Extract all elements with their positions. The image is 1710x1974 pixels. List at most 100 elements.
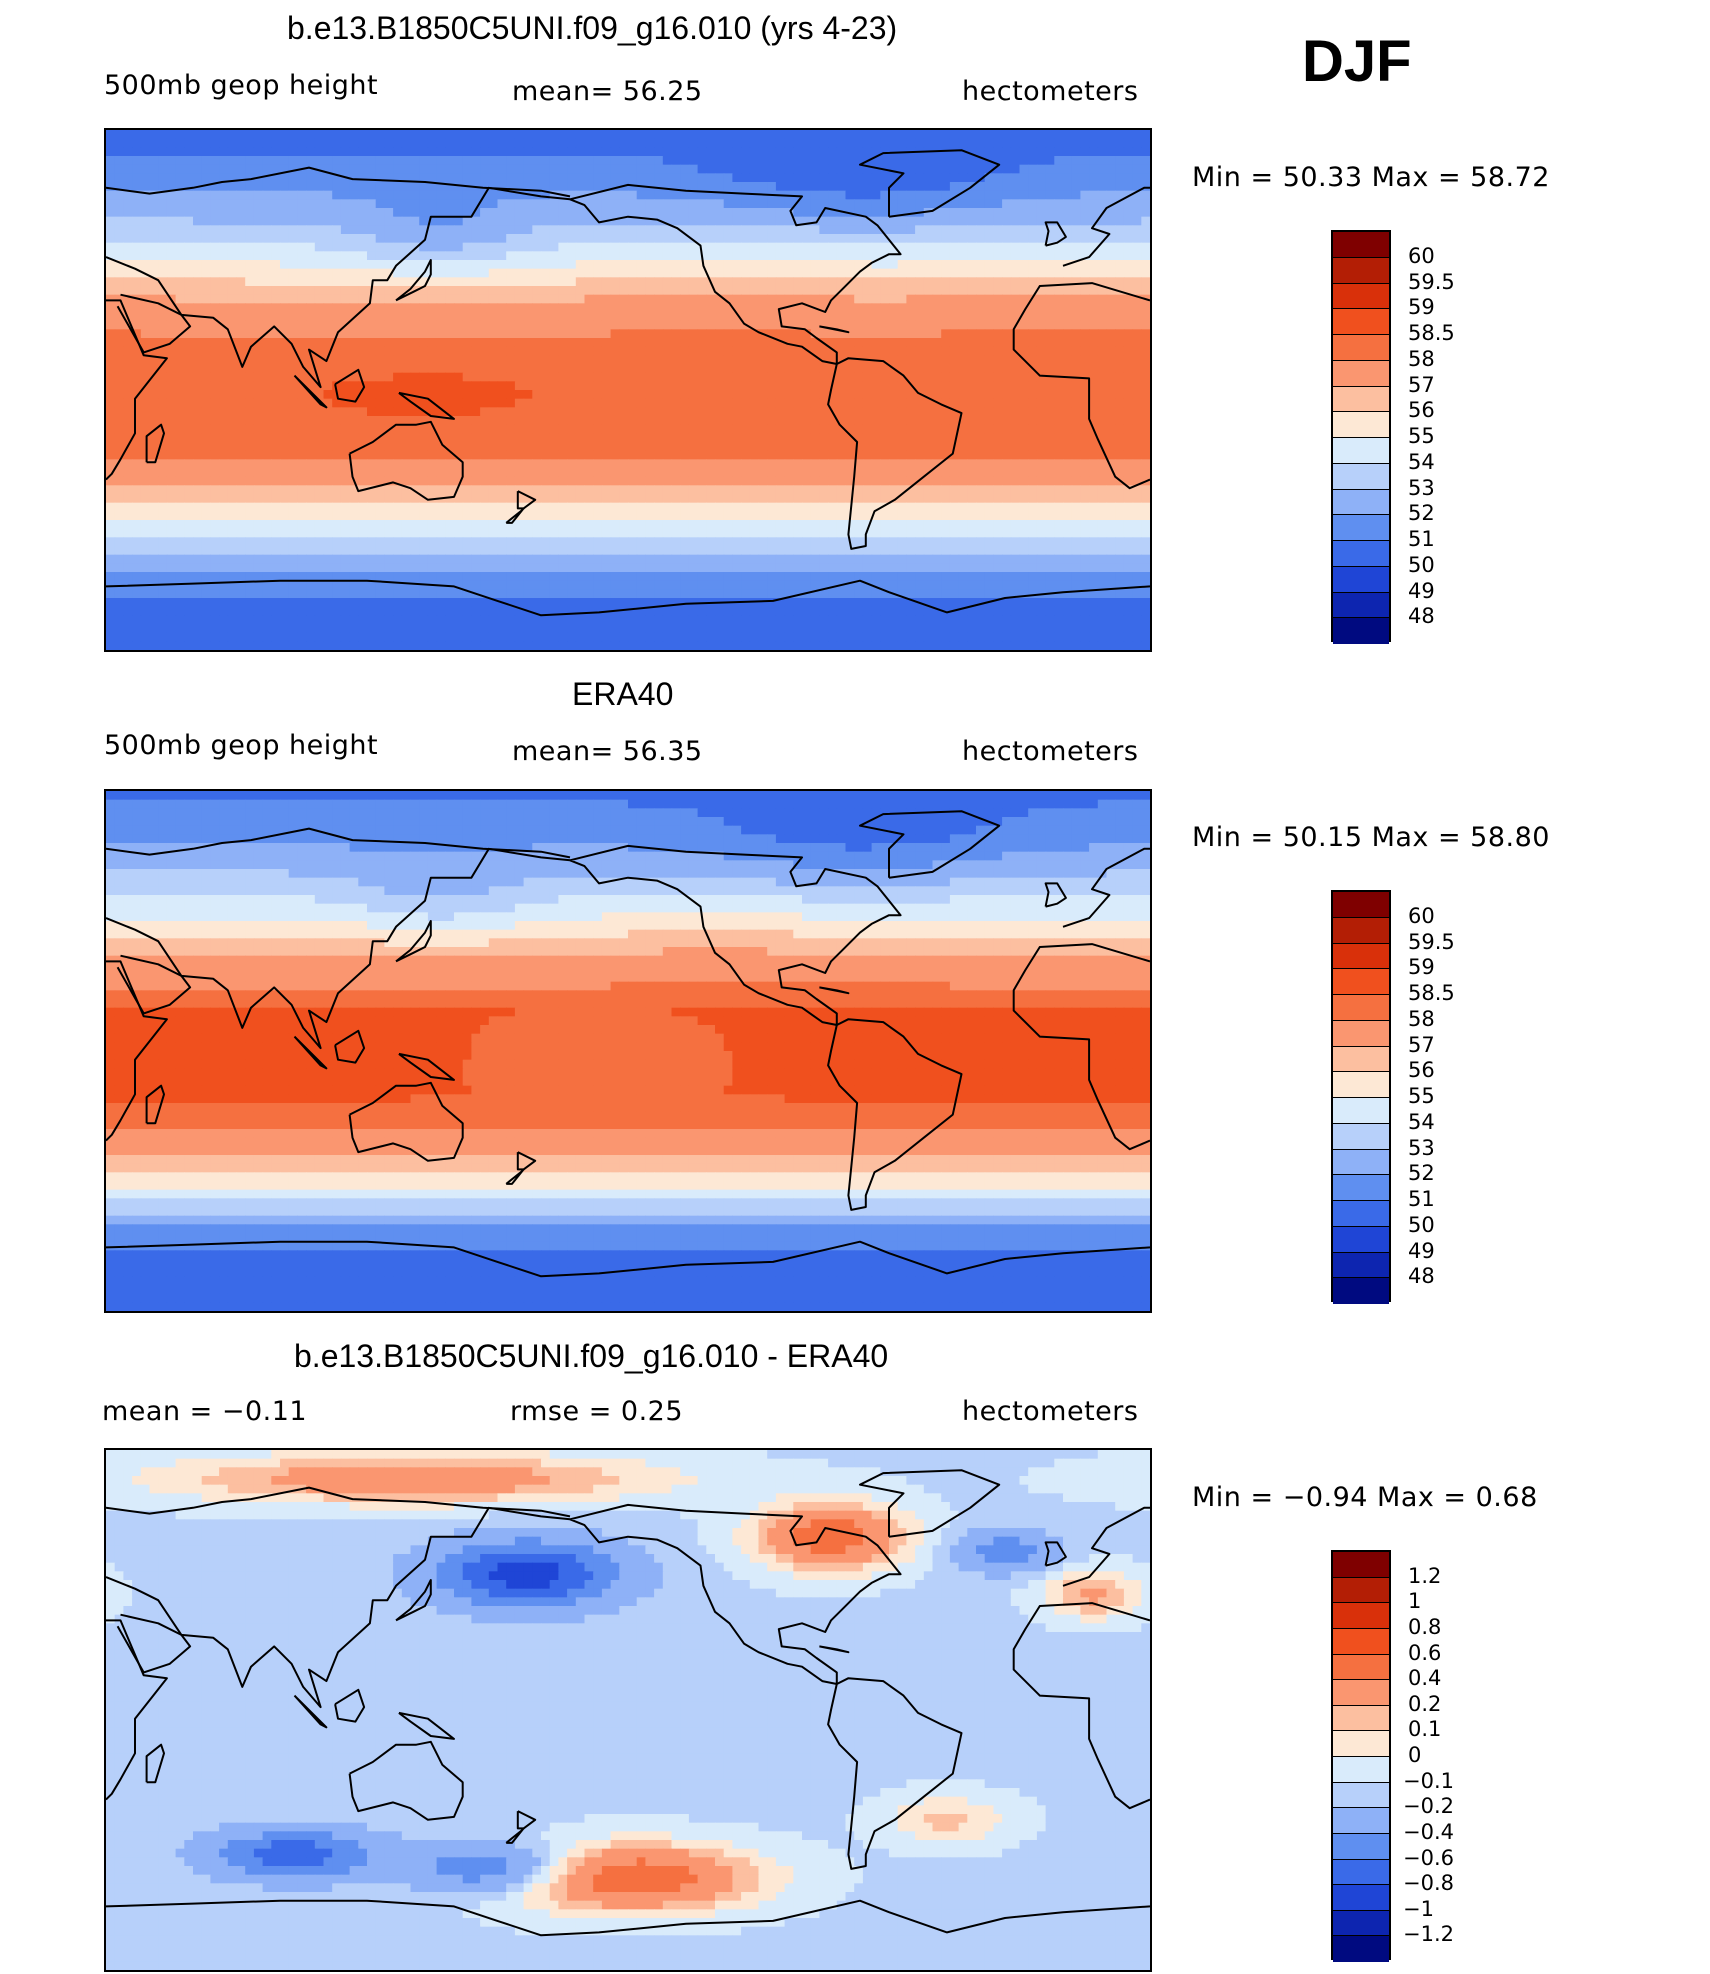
field-cell xyxy=(1080,147,1090,157)
field-cell xyxy=(593,268,603,278)
field-cell xyxy=(628,372,638,382)
field-cell xyxy=(1045,294,1055,304)
field-cell xyxy=(1123,234,1134,244)
field-cell xyxy=(871,372,881,382)
field-cell xyxy=(367,442,377,452)
field-cell xyxy=(219,268,229,278)
field-cell xyxy=(1002,277,1012,287)
field-cell xyxy=(871,338,881,348)
field-cell xyxy=(810,355,820,365)
field-cell xyxy=(166,346,177,356)
field-cell xyxy=(514,459,525,469)
field-cell xyxy=(427,372,438,382)
field-cell xyxy=(1002,476,1012,486)
field-cell xyxy=(1097,294,1108,304)
field-cell xyxy=(1010,364,1021,374)
field-cell xyxy=(297,433,307,443)
field-cell xyxy=(306,182,316,192)
field-cell xyxy=(349,338,359,348)
field-cell xyxy=(175,364,185,374)
field-cell xyxy=(297,312,307,322)
field-cell xyxy=(541,242,551,252)
field-cell xyxy=(384,468,394,478)
field-cell xyxy=(158,277,168,287)
field-cell xyxy=(619,286,629,296)
field-cell xyxy=(497,208,507,218)
field-cell xyxy=(845,199,855,209)
field-cell xyxy=(114,182,124,192)
field-cell xyxy=(671,156,681,166)
field-cell xyxy=(480,182,490,192)
field-cell xyxy=(454,450,464,460)
field-cell xyxy=(236,407,246,417)
field-cell xyxy=(836,416,847,426)
field-cell xyxy=(375,364,385,374)
field-cell xyxy=(880,190,890,200)
field-cell xyxy=(227,130,238,140)
field-cell xyxy=(1132,476,1142,486)
field-cell xyxy=(697,416,707,426)
field-cell xyxy=(514,468,525,478)
field-cell xyxy=(854,164,864,174)
field-cell xyxy=(1019,164,1029,174)
field-cell xyxy=(219,294,229,304)
field-cell xyxy=(1045,164,1055,174)
field-cell xyxy=(958,277,968,287)
field-cell xyxy=(349,216,359,226)
field-cell xyxy=(1115,268,1125,278)
field-cell xyxy=(688,364,699,374)
field-cell xyxy=(976,433,986,443)
field-cell xyxy=(201,268,211,278)
field-cell xyxy=(619,147,629,157)
field-cell xyxy=(201,199,211,209)
field-cell xyxy=(436,138,446,148)
field-cell xyxy=(219,156,229,166)
field-cell xyxy=(854,303,864,313)
field-cell xyxy=(332,398,342,408)
field-cell xyxy=(897,242,907,252)
field-cell xyxy=(715,138,725,148)
field-cell xyxy=(819,468,829,478)
field-cell xyxy=(236,294,246,304)
field-cell xyxy=(889,346,899,356)
field-cell xyxy=(1010,268,1021,278)
field-cell xyxy=(384,138,394,148)
field-cell xyxy=(671,407,681,417)
field-cell xyxy=(340,390,351,400)
field-cell xyxy=(671,199,681,209)
field-cell xyxy=(410,216,420,226)
field-cell xyxy=(462,355,472,365)
field-cell xyxy=(593,320,603,330)
field-cell xyxy=(688,312,699,322)
field-cell xyxy=(445,190,455,200)
field-cell xyxy=(758,173,768,183)
field-cell xyxy=(819,225,829,235)
field-cell xyxy=(949,320,960,330)
field-cell xyxy=(367,407,377,417)
field-cell xyxy=(454,234,464,244)
field-cell xyxy=(114,320,124,330)
field-cell xyxy=(819,320,829,330)
field-cell xyxy=(706,442,716,452)
field-cell xyxy=(889,225,899,235)
field-cell xyxy=(480,234,490,244)
field-cell xyxy=(949,338,960,348)
field-cell xyxy=(967,242,977,252)
field-cell xyxy=(1071,312,1081,322)
field-cell xyxy=(184,286,194,296)
field-cell xyxy=(819,190,829,200)
field-cell xyxy=(541,199,551,209)
field-cell xyxy=(393,424,403,434)
field-cell xyxy=(810,312,820,322)
field-cell xyxy=(514,303,525,313)
field-cell xyxy=(915,398,925,408)
field-cell xyxy=(802,450,812,460)
field-cell xyxy=(610,138,620,148)
field-cell xyxy=(253,225,264,235)
field-cell xyxy=(680,442,690,452)
field-cell xyxy=(1071,468,1081,478)
field-cell xyxy=(497,355,507,365)
field-cell xyxy=(332,294,342,304)
field-cell xyxy=(523,234,533,244)
field-cell xyxy=(158,407,168,417)
